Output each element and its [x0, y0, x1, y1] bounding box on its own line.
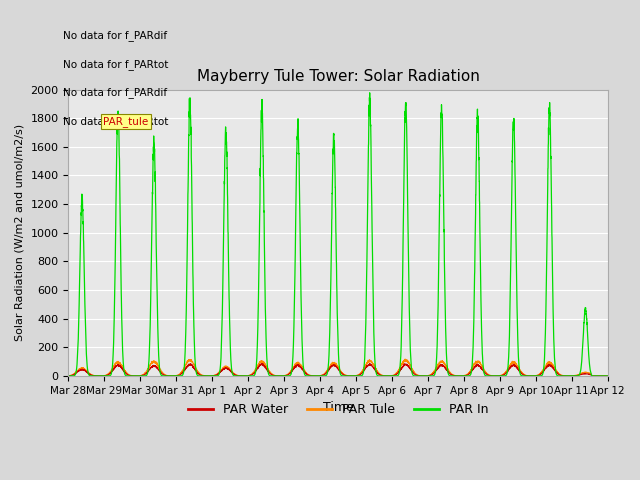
PAR In: [161, 373, 169, 379]
PAR In: [604, 373, 612, 379]
PAR Tule: [604, 373, 611, 379]
PAR Tule: [161, 372, 169, 378]
PAR Tule: [459, 373, 467, 379]
PAR In: [490, 373, 497, 379]
PAR Water: [65, 373, 72, 379]
PAR Water: [604, 373, 611, 379]
PAR Water: [459, 373, 467, 379]
X-axis label: Time: Time: [323, 401, 353, 414]
Line: PAR Tule: PAR Tule: [68, 359, 608, 376]
PAR Water: [588, 373, 595, 379]
PAR Water: [604, 373, 612, 379]
Line: PAR In: PAR In: [68, 93, 608, 376]
Text: No data for f_PARtot: No data for f_PARtot: [63, 59, 168, 70]
PAR Water: [258, 360, 266, 366]
PAR Tule: [490, 373, 497, 379]
PAR Tule: [604, 373, 612, 379]
Line: PAR Water: PAR Water: [68, 363, 608, 376]
PAR In: [459, 373, 467, 379]
PAR In: [604, 373, 611, 379]
Text: No data for f_PARtot: No data for f_PARtot: [63, 116, 168, 127]
PAR In: [65, 373, 72, 379]
PAR In: [588, 373, 595, 379]
PAR Water: [429, 371, 437, 377]
PAR Water: [490, 373, 497, 379]
Text: No data for f_PARdif: No data for f_PARdif: [63, 87, 167, 98]
PAR Water: [318, 372, 326, 378]
PAR Tule: [65, 373, 72, 379]
PAR Tule: [588, 373, 595, 379]
Title: Mayberry Tule Tower: Solar Radiation: Mayberry Tule Tower: Solar Radiation: [196, 69, 479, 84]
PAR Tule: [401, 356, 409, 362]
PAR In: [318, 373, 326, 379]
Text: No data for f_PARdif: No data for f_PARdif: [63, 30, 167, 41]
PAR In: [366, 90, 374, 96]
PAR Tule: [429, 370, 437, 375]
PAR Tule: [318, 372, 326, 378]
Y-axis label: Solar Radiation (W/m2 and umol/m2/s): Solar Radiation (W/m2 and umol/m2/s): [15, 124, 25, 341]
PAR In: [429, 373, 437, 379]
Text: PAR_tule: PAR_tule: [104, 116, 148, 127]
PAR Water: [161, 372, 169, 378]
Legend: PAR Water, PAR Tule, PAR In: PAR Water, PAR Tule, PAR In: [183, 398, 493, 421]
